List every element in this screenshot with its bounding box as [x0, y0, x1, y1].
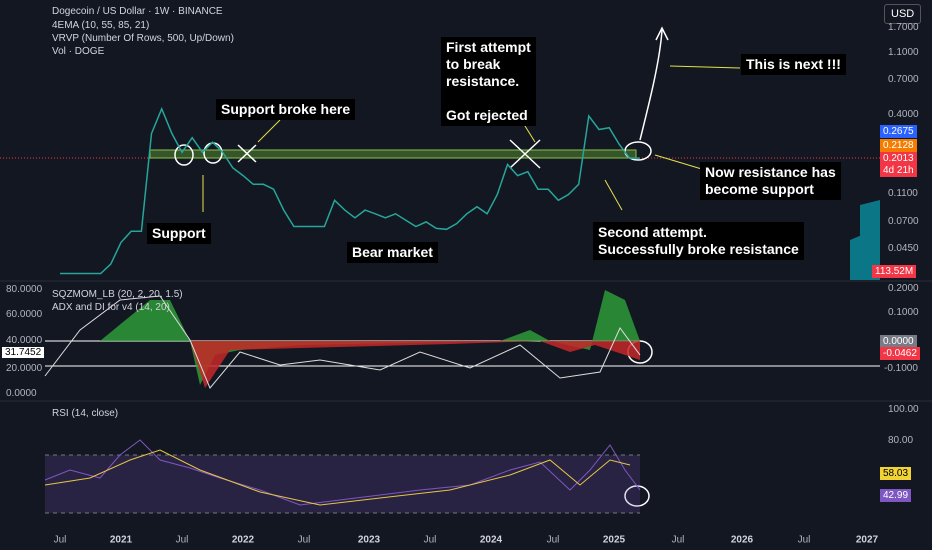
annotation: Support [147, 223, 211, 244]
annotation-line: First attempt [446, 39, 531, 55]
price-tick: 0.1100 [888, 188, 918, 199]
time-tick: 2025 [603, 535, 626, 546]
annotation-line: to break [446, 56, 501, 72]
currency-button[interactable]: USD [884, 4, 922, 24]
time-tick: Jul [54, 535, 67, 546]
annotation: Support broke here [216, 99, 356, 120]
time-tick: 2023 [358, 535, 381, 546]
indicator-label: VRVP (Number Of Rows, 500, Up/Down) [52, 33, 234, 44]
ema-label: 0.2675 [880, 125, 917, 138]
adx-tick: 20.0000 [6, 363, 43, 374]
resistance-band [149, 149, 637, 159]
time-tick: 2021 [110, 535, 133, 546]
price-tick: 0.4000 [888, 109, 919, 120]
time-tick: Jul [424, 535, 437, 546]
annotation-line: Second attempt. [598, 224, 707, 240]
price-tick: 0.7000 [888, 74, 919, 85]
price-tick: 1.7000 [888, 22, 919, 33]
annotation: Bear market [347, 242, 438, 263]
rsi-tick: 80.00 [888, 435, 914, 446]
rsi-band [45, 455, 640, 513]
time-tick: Jul [672, 535, 685, 546]
adx-tick: 0.0000 [6, 388, 37, 399]
price-tick: 0.0450 [888, 243, 919, 254]
time-tick: Jul [798, 535, 811, 546]
annotation: This is next !!! [741, 54, 846, 75]
time-tick: 2026 [731, 535, 754, 546]
mom-tick: 0.2000 [888, 283, 919, 294]
indicator-label: 4EMA (10, 55, 85, 21) [52, 20, 150, 31]
rsi-ma-label: 58.03 [880, 467, 912, 480]
time-tick: 2022 [232, 535, 255, 546]
mom-tick: 0.1000 [888, 307, 919, 318]
drawings [174, 26, 669, 507]
momentum-histogram [45, 290, 640, 385]
symbol-title: Dogecoin / US Dollar · 1W · BINANCE [52, 6, 223, 17]
price-tick: 1.1000 [888, 47, 919, 58]
adx-line [44, 295, 641, 389]
annotation-line [446, 90, 531, 107]
price-line [60, 106, 640, 275]
mom-tick: -0.1000 [884, 363, 918, 374]
adx-tick: 60.0000 [6, 309, 43, 320]
indicator-label: Vol · DOGE [52, 46, 105, 57]
indicator-label: SQZMOM_LB (20, 2, 20, 1.5) [52, 289, 183, 300]
momentum-histogram-neg [190, 341, 640, 388]
annotation-line: Successfully broke resistance [598, 241, 799, 257]
annotation: First attempt to break resistance. Got reje… [441, 37, 536, 126]
rsi-label: 42.99 [880, 489, 912, 502]
mom-label: -0.0462 [880, 347, 920, 360]
time-tick: Jul [547, 535, 560, 546]
adx-tick: 40.0000 [6, 335, 43, 346]
adx-label: 31.7452 [2, 347, 45, 358]
volume-label: 113.52M [872, 265, 917, 278]
zero-label: 0.0000 [880, 335, 917, 348]
annotation-line: Now resistance has [705, 164, 836, 180]
annotation: Second attempt. Successfully broke resist… [593, 222, 804, 260]
annotation-line: resistance. [446, 73, 520, 89]
annotation: Now resistance has become support [700, 162, 841, 200]
annotation-line: become support [705, 181, 814, 197]
countdown: 4d 21h [880, 164, 917, 177]
time-tick: Jul [298, 535, 311, 546]
volume-profile [850, 200, 880, 280]
rsi-ma [44, 449, 631, 506]
time-tick: 2024 [480, 535, 503, 546]
time-tick: Jul [176, 535, 189, 546]
ema-label: 0.2128 [880, 139, 917, 152]
arrows [202, 65, 741, 212]
rsi-tick: 100.00 [888, 404, 919, 415]
last-price: 0.2013 [880, 152, 917, 165]
indicator-label: RSI (14, close) [52, 408, 119, 419]
price-tick: 0.0700 [888, 216, 919, 227]
time-tick: 2027 [856, 535, 879, 546]
rsi-line [44, 439, 641, 506]
annotation-line: Got rejected [446, 107, 528, 123]
indicator-label: ADX and DI for v4 (14, 20) [52, 302, 170, 313]
adx-tick: 80.0000 [6, 284, 43, 295]
